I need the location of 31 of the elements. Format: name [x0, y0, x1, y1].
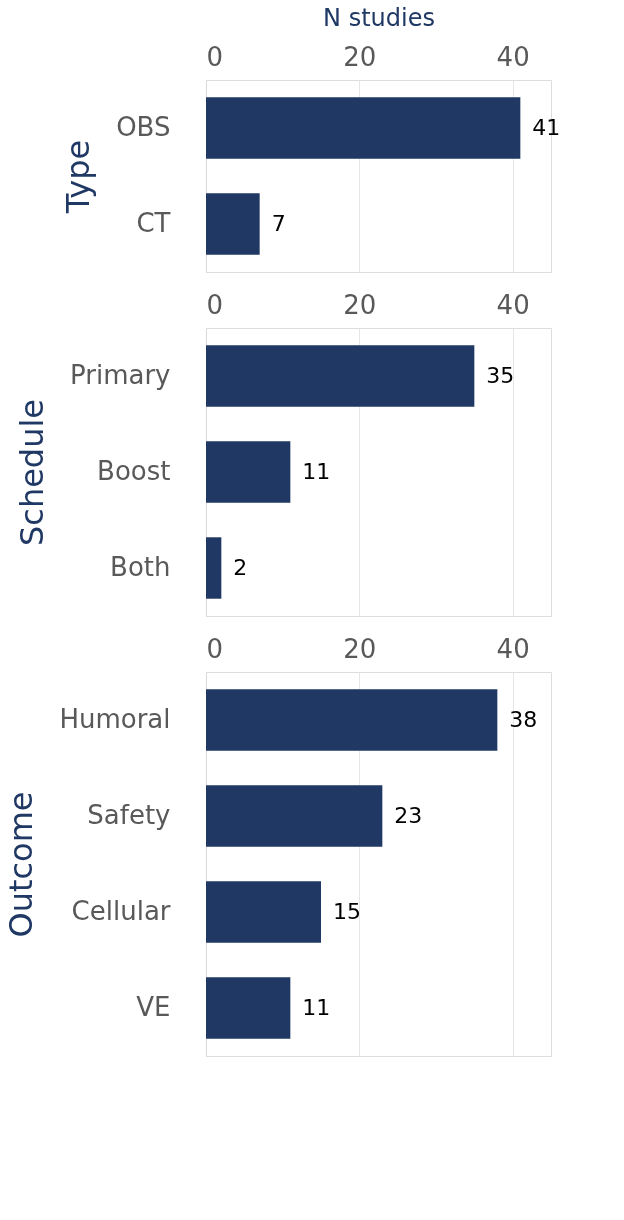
y-tick-label: Humoral — [59, 704, 171, 734]
x-tick-label: 20 — [343, 633, 377, 664]
y-tick-label: OBS — [116, 112, 171, 142]
x-tick-label: 0 — [206, 41, 224, 72]
data-label: 15 — [333, 899, 361, 924]
data-label: 23 — [394, 803, 423, 828]
data-label: 11 — [302, 995, 331, 1020]
x-tick-label: 20 — [343, 41, 377, 72]
y-tick-label: Safety — [87, 800, 171, 830]
data-label: 35 — [486, 363, 515, 388]
x-tick-label: 0 — [206, 289, 224, 320]
x-tick-label: 20 — [343, 289, 377, 320]
y-axis-title: Type — [59, 139, 98, 215]
y-tick-label: CT — [136, 208, 171, 238]
y-tick-label: VE — [136, 992, 171, 1022]
data-label: 2 — [233, 555, 248, 580]
x-axis-title: N studies — [323, 3, 435, 32]
x-tick-label: 40 — [496, 633, 530, 664]
y-tick-label: Cellular — [71, 896, 171, 926]
y-tick-label: Boost — [97, 456, 171, 486]
x-tick-label: 0 — [206, 633, 224, 664]
y-axis-title: Outcome — [2, 791, 41, 938]
x-tick-label: 40 — [496, 289, 530, 320]
data-label: 38 — [509, 707, 538, 732]
x-tick-label: 40 — [496, 41, 530, 72]
data-label: 7 — [271, 211, 286, 236]
y-tick-label: Primary — [70, 360, 171, 390]
y-tick-label: Both — [110, 552, 171, 582]
data-label: 11 — [302, 459, 331, 484]
data-label: 41 — [532, 115, 561, 140]
y-axis-title: Schedule — [13, 398, 52, 547]
